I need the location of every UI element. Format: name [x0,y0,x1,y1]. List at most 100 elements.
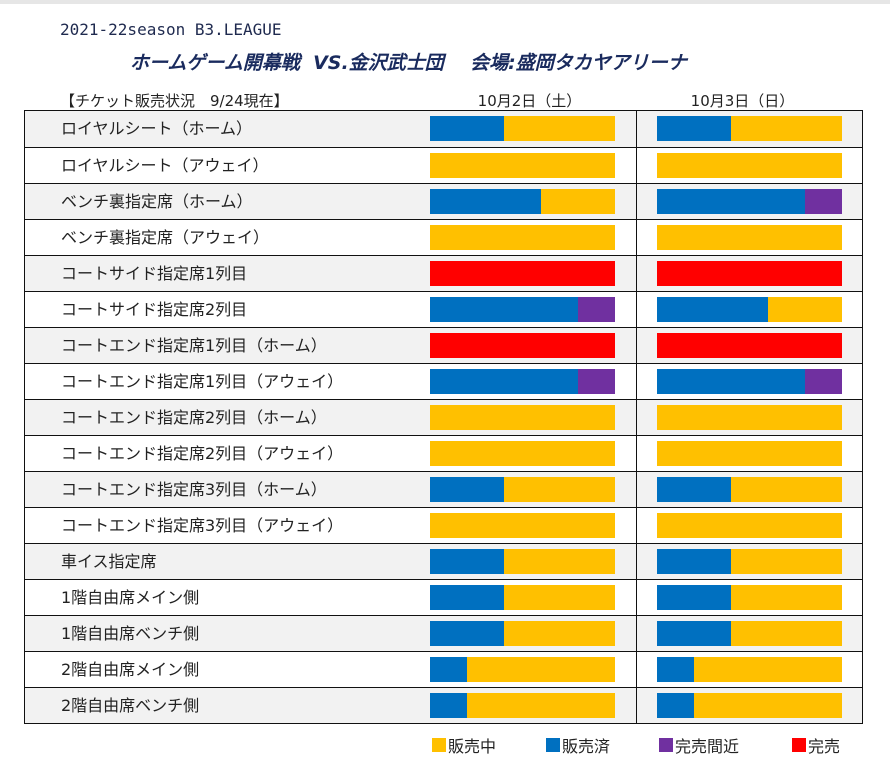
table-row: コートサイド指定席2列目 [25,291,862,327]
bar-segment-on-sale [504,116,615,141]
status-cell-day2 [636,184,862,219]
bar-segment-on-sale [731,477,842,502]
legend-label-sold-out: 完売 [808,737,841,756]
status-cell-day1 [412,436,636,471]
bar-segment-sold [657,693,694,718]
bar-segment-sold [657,549,731,574]
status-cell-day2 [636,328,862,363]
status-cell-day2 [636,652,862,687]
table-row: ベンチ裏指定席（ホーム） [25,183,862,219]
status-bar [430,693,615,718]
seat-name: 車イス指定席 [61,552,157,571]
seat-name: コートエンド指定席3列目（アウェイ） [61,516,344,535]
bar-segment-on-sale [504,477,615,502]
bar-segment-sold [657,477,731,502]
date-header-day1: 10月2日（土） [477,92,582,110]
ticket-status-label: 【チケット販売状況 9/24現在】 [60,92,289,110]
status-cell-day2 [636,508,862,543]
status-bar [657,585,842,610]
status-cell-day1 [412,508,636,543]
bar-segment-sold-out [657,333,842,358]
status-bar [657,153,842,178]
status-cell-day1 [412,580,636,615]
status-cell-day2 [636,256,862,291]
status-bar [657,297,842,322]
status-cell-day2 [636,364,862,399]
bar-segment-sold [657,189,805,214]
status-bar [657,261,842,286]
status-cell-day2 [636,436,862,471]
status-cell-day1 [412,652,636,687]
bar-segment-sold [430,657,467,682]
status-bar [657,549,842,574]
bar-segment-on-sale [430,513,615,538]
seat-name: コートエンド指定席1列目（ホーム） [61,336,327,355]
table-row: ロイヤルシート（アウェイ） [25,147,862,183]
status-bar [430,225,615,250]
status-cell-day2 [636,580,862,615]
bar-segment-on-sale [504,549,615,574]
legend-swatch-almost-sold-out [659,738,673,752]
status-bar [657,477,842,502]
status-bar [430,441,615,466]
bar-segment-sold [430,369,578,394]
bar-segment-on-sale [430,153,615,178]
status-cell-day1 [412,292,636,327]
bar-segment-on-sale [657,513,842,538]
status-bar [657,116,842,141]
bar-segment-sold [430,693,467,718]
status-bar [430,513,615,538]
status-cell-day2 [636,544,862,579]
bar-segment-sold [657,657,694,682]
date-header-day2: 10月3日（日） [690,92,795,110]
status-bar [430,549,615,574]
table-row: コートエンド指定席3列目（アウェイ） [25,507,862,543]
status-bar [430,153,615,178]
status-cell-day1 [412,220,636,255]
status-bar [657,225,842,250]
table-row: コートエンド指定席2列目（ホーム） [25,399,862,435]
bar-segment-sold [657,116,731,141]
status-bar [430,297,615,322]
bar-segment-on-sale [430,441,615,466]
bar-segment-on-sale [731,116,842,141]
legend-item-almost-sold-out: 完売間近 [659,733,792,757]
match-headline: ホームゲーム開幕戦 VS.金沢武士団 会場:盛岡タカヤアリーナ [130,52,687,74]
table-row: コートエンド指定席3列目（ホーム） [25,471,862,507]
bar-segment-sold [657,585,731,610]
status-cell-day1 [412,400,636,435]
bar-segment-almost-sold-out [578,369,615,394]
seat-name: コートサイド指定席1列目 [61,264,248,283]
status-bar [430,189,615,214]
legend-item-sold: 販売済 [546,733,659,757]
bar-segment-on-sale [504,621,615,646]
status-bar [657,657,842,682]
bar-segment-sold [657,621,731,646]
status-cell-day1 [412,256,636,291]
bar-segment-sold [430,477,504,502]
bar-segment-sold [430,549,504,574]
bar-segment-on-sale [731,549,842,574]
status-bar [657,333,842,358]
bar-segment-on-sale [657,441,842,466]
status-bar [657,405,842,430]
season-title: 2021-22season B3.LEAGUE [60,20,282,39]
status-cell-day2 [636,400,862,435]
status-bar [430,369,615,394]
status-bar [430,405,615,430]
bar-segment-on-sale [430,405,615,430]
seat-name: ロイヤルシート（ホーム） [61,119,253,138]
table-row: 2階自由席メイン側 [25,651,862,687]
bar-segment-sold [430,297,578,322]
status-cell-day2 [636,111,862,147]
bar-segment-on-sale [768,297,842,322]
table-row: ロイヤルシート（ホーム） [25,111,862,147]
legend-swatch-on-sale [432,738,446,752]
table-row: 1階自由席ベンチ側 [25,615,862,651]
seat-name: 2階自由席ベンチ側 [61,696,200,715]
status-bar [657,621,842,646]
table-row: コートエンド指定席2列目（アウェイ） [25,435,862,471]
table-row: ベンチ裏指定席（アウェイ） [25,219,862,255]
seat-name: コートエンド指定席3列目（ホーム） [61,480,327,499]
status-bar [430,261,615,286]
